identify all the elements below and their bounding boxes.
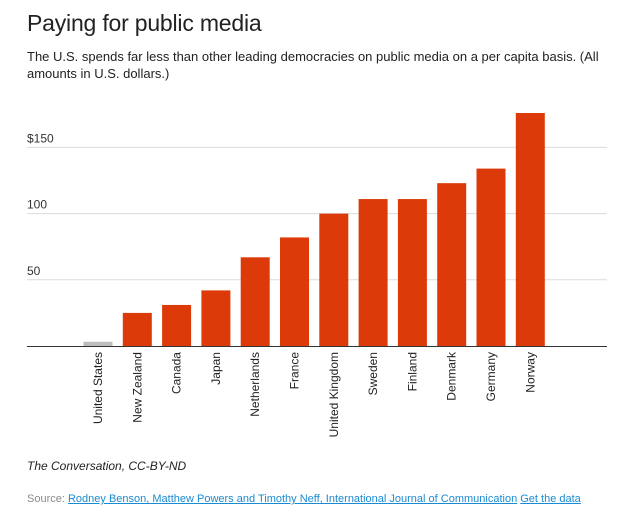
x-tick-label-united-states: United States [91, 352, 105, 424]
bar-denmark [437, 183, 467, 346]
bar-finland [397, 199, 427, 346]
bar-netherlands [240, 257, 270, 346]
gridlines [27, 146, 607, 281]
bar-canada [162, 304, 192, 346]
x-tick-label-netherlands: Netherlands [248, 352, 262, 417]
x-tick-label-japan: Japan [209, 352, 223, 385]
x-tick-label-united-kingdom: United Kingdom [327, 352, 341, 437]
get-the-data-link[interactable]: Get the data [520, 493, 581, 505]
source-link[interactable]: Rodney Benson, Matthew Powers and Timoth… [67, 493, 518, 505]
x-tick-label-denmark: Denmark [445, 351, 459, 401]
y-tick-label: 50 [27, 264, 41, 278]
bar-norway [515, 113, 545, 346]
x-tick-label-france: France [288, 352, 302, 390]
bar-japan [201, 290, 231, 346]
x-tick-label-canada: Canada [170, 352, 184, 394]
x-tick-label-norway: Norway [523, 352, 537, 393]
y-axis-tick-labels: 50 100 $150 [27, 131, 54, 277]
source-line: Source: Rodney Benson, Matthew Powers an… [27, 493, 581, 505]
x-axis-tick-labels: United States New Zealand Canada Japan Nethe… [91, 351, 537, 437]
y-tick-label: $150 [27, 131, 54, 145]
y-tick-label: 100 [27, 198, 47, 212]
source-label: Source: [27, 493, 65, 505]
chart-title: Paying for public media [27, 10, 262, 36]
bars [83, 113, 545, 346]
bar-united-states [83, 341, 113, 346]
bar-sweden [358, 199, 388, 346]
x-tick-label-new-zealand: New Zealand [130, 352, 144, 423]
chart-subtitle: The U.S. spends far less than other lead… [27, 49, 599, 81]
x-tick-label-sweden: Sweden [366, 352, 380, 395]
bar-new-zealand [122, 312, 152, 346]
bar-france [280, 237, 309, 346]
x-tick-label-germany: Germany [484, 352, 498, 401]
bar-germany [476, 168, 506, 346]
bar-united-kingdom [319, 213, 349, 346]
credit-line: The Conversation, CC-BY-ND [27, 459, 187, 473]
x-tick-label-finland: Finland [405, 352, 419, 391]
